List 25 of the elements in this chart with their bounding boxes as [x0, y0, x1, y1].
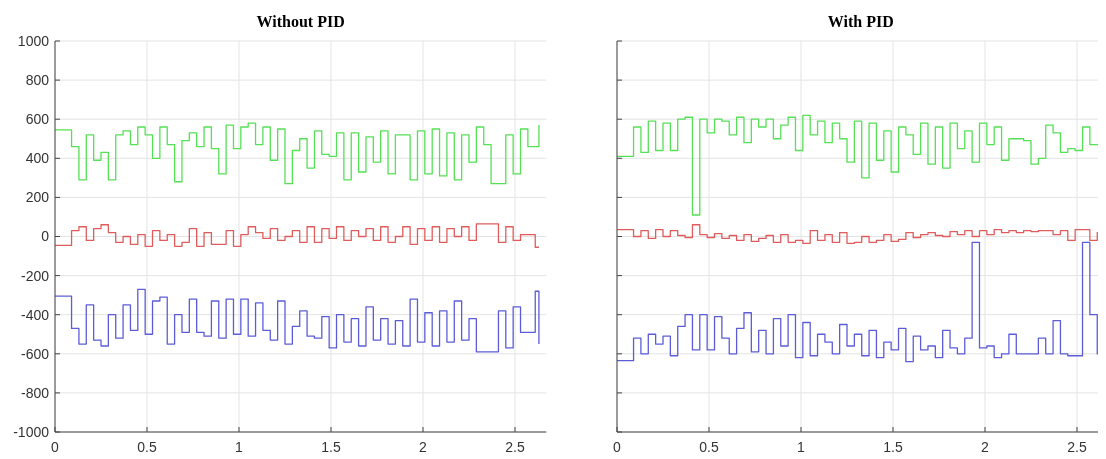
y-tick-label: 0	[41, 228, 50, 245]
y-tick-label: 1000	[17, 32, 50, 49]
x-tick-label: 0.5	[699, 439, 719, 455]
y-tick-label: 800	[25, 72, 50, 88]
y-tick-label: -800	[20, 384, 50, 401]
x-tick-label: 0	[613, 439, 622, 455]
y-tick-label: 400	[25, 150, 50, 167]
x-tick-label: 2.5	[1067, 439, 1087, 455]
x-tick-label: 2	[981, 439, 990, 455]
y-tick-label: -600	[20, 345, 50, 362]
x-tick-label: 0.5	[137, 439, 157, 455]
y-tick-label: -200	[20, 267, 50, 284]
chart-title: Without PID	[256, 13, 345, 30]
y-tick-label: -1000	[13, 423, 50, 440]
chart-title: With PID	[827, 13, 894, 30]
y-tick-label: 200	[25, 189, 50, 206]
y-tick-label: -400	[20, 306, 50, 323]
x-tick-label: 1	[797, 439, 806, 455]
x-tick-label: 1.5	[321, 439, 341, 455]
x-tick-label: 2	[419, 439, 428, 455]
x-tick-label: 1.5	[883, 439, 903, 455]
x-tick-label: 2.5	[505, 439, 525, 455]
y-tick-label: 600	[25, 111, 50, 128]
x-tick-label: 0	[51, 439, 60, 455]
x-tick-label: 1	[235, 439, 244, 455]
